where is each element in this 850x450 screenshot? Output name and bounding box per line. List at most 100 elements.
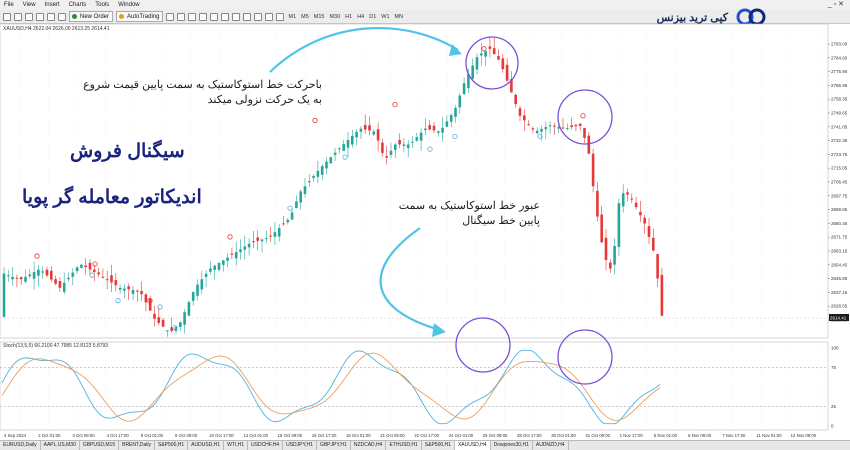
- candle-body: [432, 125, 436, 131]
- line-chart-icon[interactable]: [188, 12, 197, 21]
- chart-tab[interactable]: NZDCAD,H4: [351, 441, 387, 450]
- new-chart-icon[interactable]: [3, 12, 11, 21]
- candle-body: [643, 217, 646, 224]
- oscillator-pane[interactable]: [0, 341, 829, 431]
- chart-tab[interactable]: AUDNZD,H4: [533, 441, 569, 450]
- menu-insert[interactable]: Insert: [44, 2, 60, 8]
- highlight-circle-price-second: [557, 89, 613, 145]
- chart-tab[interactable]: XAUUSD,H4: [454, 441, 491, 450]
- candle-body: [329, 157, 333, 164]
- autotrading-button[interactable]: AutoTrading: [116, 11, 164, 22]
- chart-tab[interactable]: GBPUSD,M15: [80, 441, 120, 450]
- candle-body: [372, 131, 376, 135]
- chart-tab[interactable]: EURUSD,Daily: [0, 441, 41, 450]
- chart-tab[interactable]: S&P500,H1: [422, 441, 455, 450]
- market-watch-icon[interactable]: [25, 12, 33, 21]
- signal-marker: [227, 234, 233, 240]
- price-axis-label: 2723.75: [831, 152, 848, 157]
- candle-body: [19, 277, 23, 280]
- chart-tab[interactable]: WTI,H1: [224, 441, 249, 450]
- price-pane[interactable]: [0, 23, 829, 339]
- periods-icon[interactable]: [265, 12, 274, 21]
- time-axis-label: 21 Oct 09:00: [380, 433, 405, 438]
- chart-tab[interactable]: USDJPY,H1: [283, 441, 317, 450]
- timeframe-d1[interactable]: D1: [369, 13, 377, 20]
- candle-body: [226, 257, 229, 261]
- zoom-in-icon[interactable]: [199, 12, 208, 21]
- timeframe-m30[interactable]: M30: [329, 13, 341, 20]
- candle-body: [385, 156, 388, 158]
- menu-tools[interactable]: Tools: [95, 2, 110, 8]
- candle-body: [609, 262, 612, 269]
- timeframe-m5[interactable]: M5: [301, 13, 309, 20]
- candle-body: [230, 253, 234, 255]
- candle-body: [574, 124, 578, 127]
- signal-marker: [537, 133, 543, 140]
- annotation-arrow-bottom: [379, 227, 441, 332]
- candle-body: [140, 291, 143, 295]
- new-order-button[interactable]: New Order: [69, 11, 114, 22]
- strategy-tester-icon[interactable]: [58, 12, 66, 21]
- candle-body: [540, 128, 543, 132]
- time-axis-label: 4 Oct 17:00: [107, 433, 130, 438]
- templates-icon[interactable]: [276, 12, 285, 21]
- timeframe-h1[interactable]: H1: [345, 13, 353, 20]
- menu-charts[interactable]: Charts: [68, 2, 87, 8]
- chart-shift-icon[interactable]: [243, 12, 252, 21]
- auto-scroll-icon[interactable]: [232, 12, 241, 21]
- candle-body: [45, 269, 49, 276]
- timeframe-mn[interactable]: MN: [394, 13, 404, 20]
- candle-body: [626, 192, 629, 195]
- terminal-icon[interactable]: [47, 12, 55, 21]
- bar-chart-icon[interactable]: [166, 12, 175, 21]
- navigator-icon[interactable]: [36, 12, 44, 21]
- time-axis-label: 18 Oct 01:00: [346, 433, 371, 438]
- timeframe-w1[interactable]: W1: [381, 13, 390, 20]
- timeframe-m15[interactable]: M15: [313, 13, 325, 20]
- highlight-circle-osc-first: [455, 317, 511, 373]
- menu-window[interactable]: Window: [118, 2, 140, 8]
- candle-body: [144, 294, 148, 303]
- chart-tab[interactable]: BRENT,Daily: [119, 441, 156, 450]
- candle-body: [54, 279, 57, 284]
- chart-tab[interactable]: USDCHF,H4: [248, 441, 284, 450]
- candle-body: [342, 144, 345, 151]
- window-controls[interactable]: _ ▫ ✕: [827, 1, 844, 8]
- time-axis-label: 2 Oct 01:00: [38, 433, 61, 438]
- menu-file[interactable]: File: [4, 2, 14, 8]
- profiles-icon[interactable]: [14, 12, 22, 21]
- chart-tab[interactable]: S&P500,H1: [155, 441, 189, 450]
- chart-tab[interactable]: Dowjones30,H1: [491, 441, 533, 450]
- candle-body: [127, 286, 130, 290]
- candle-body: [351, 135, 354, 145]
- tile-windows-icon[interactable]: [221, 12, 230, 21]
- chart-tab[interactable]: AAPL.US,M30: [41, 441, 80, 450]
- candlestick-icon[interactable]: [177, 12, 186, 21]
- menu-bar: File View Insert Charts Tools Window: [0, 0, 850, 10]
- candle-body: [303, 186, 307, 194]
- zoom-out-icon[interactable]: [210, 12, 219, 21]
- candle-body: [510, 79, 513, 93]
- indicators-icon[interactable]: [254, 12, 263, 21]
- candle-body: [75, 267, 79, 272]
- candle-body: [7, 275, 10, 277]
- time-axis-label: 15 Oct 09:00: [278, 433, 303, 438]
- chart-tab[interactable]: GBPJPY,H1: [317, 441, 351, 450]
- candle-body: [415, 137, 419, 141]
- annotation-top-note: باحرکت خط استوکاستیک به سمت پایین قیمت ش…: [83, 79, 322, 106]
- chart-tab[interactable]: ETHUSD,H1: [386, 441, 422, 450]
- candle-body: [71, 272, 75, 277]
- chart-canvas[interactable]: 2793.00 2784.60 2775.90 2766.95 2758.35 2749.…: [0, 0, 850, 440]
- timeframe-h4[interactable]: H4: [357, 13, 365, 20]
- price-axis-label: 2784.60: [831, 55, 848, 60]
- menu-view[interactable]: View: [22, 2, 36, 8]
- osc-axis-label: 25: [831, 404, 837, 409]
- candle-body: [265, 238, 268, 240]
- candle-body: [488, 46, 492, 49]
- timeframe-m1[interactable]: M1: [288, 13, 297, 20]
- candle-body: [514, 94, 517, 105]
- price-axis-label: 2680.45: [831, 221, 848, 226]
- chart-tab[interactable]: AUDUSD,H1: [188, 441, 225, 450]
- time-axis-label: 28 Oct 17:00: [517, 433, 542, 438]
- candle-body: [578, 123, 582, 126]
